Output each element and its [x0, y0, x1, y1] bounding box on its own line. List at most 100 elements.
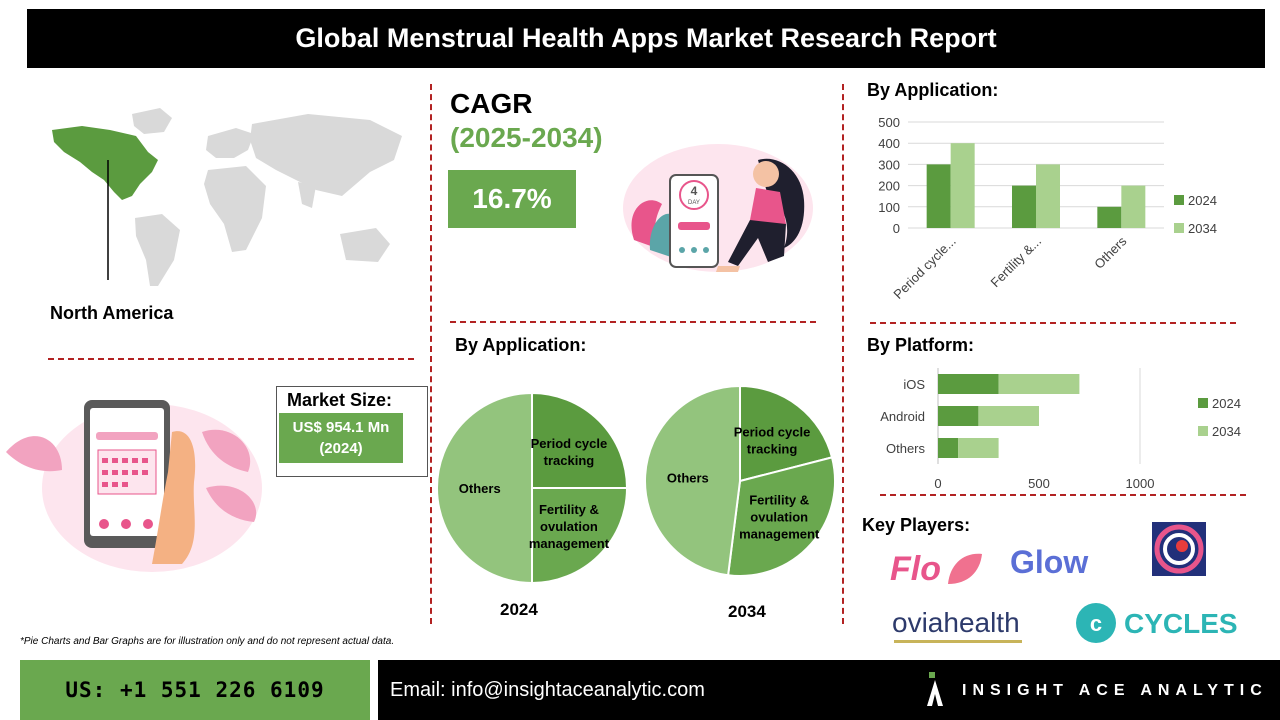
bar-app-legend-swatch: [1174, 223, 1184, 233]
map-india: [298, 182, 316, 208]
platform-bar-2034: [958, 438, 999, 458]
pie-chart-2024: Period cycle tracking Fertility & ovulation…: [436, 391, 629, 585]
phone-contact[interactable]: US: +1 551 226 6109: [20, 660, 370, 720]
email-bar: [378, 660, 1280, 720]
platform-xtick: 0: [934, 476, 941, 491]
bar-application-title: By Application:: [867, 80, 999, 100]
platform-bar-2034: [978, 406, 1039, 426]
cycles-logo: c CYCLES: [1076, 603, 1238, 643]
platform-ytick: Others: [886, 441, 926, 456]
bar-app-bar-2034: [1121, 185, 1146, 228]
woman-legs: [728, 220, 786, 266]
bar-app-bar-2034: [950, 143, 975, 228]
platform-bar-2024: [938, 374, 999, 394]
platform-ytick: iOS: [903, 377, 925, 392]
map-greenland: [132, 108, 172, 134]
pie-slice: [644, 384, 741, 577]
ovia-logo: oviahealth: [892, 607, 1022, 643]
bar-app-legend-label: 2034: [1188, 221, 1217, 236]
pie-chart-2034: Period cycle tracking Fertility & ovulation…: [644, 384, 836, 577]
pie-slice: [726, 456, 836, 577]
cagr-title: CAGR: [450, 88, 533, 119]
woman-phone-illustration: 4 DAY: [623, 144, 813, 272]
brand-logo-icon: [927, 672, 943, 706]
cycles-circle-icon: [1076, 603, 1116, 643]
pie-application-title: By Application:: [455, 335, 587, 355]
hand: [152, 431, 196, 564]
bar-app-ytick: 500: [878, 115, 900, 130]
bar-app-bar-2024: [926, 164, 951, 228]
pie-slice-label: Period cycle tracking: [734, 425, 811, 457]
divider-right: [842, 84, 844, 624]
market-size-label: Market Size:: [287, 390, 393, 410]
platform-legend-label: 2024: [1212, 396, 1241, 411]
pie-slice-label: Others: [459, 481, 501, 496]
bar-app-bar-2034: [1036, 164, 1060, 228]
pie-slice-label: Fertility & ovulation management: [739, 493, 820, 542]
map-asia: [250, 114, 402, 196]
platform-title: By Platform:: [867, 335, 975, 355]
flo-feather-icon: [948, 553, 982, 584]
world-map: [52, 108, 402, 286]
map-australia: [340, 228, 390, 262]
divider-cagr: [450, 321, 816, 323]
platform-bar-2034: [998, 374, 1080, 394]
pie-slice: [531, 487, 629, 585]
calendar-phone-illustration: [6, 400, 262, 572]
clue-logo: [1152, 522, 1206, 576]
bar-app-bar-2024: [1097, 206, 1122, 228]
divider-platform: [880, 494, 1246, 496]
bar-app-legend-label: 2024: [1188, 193, 1217, 208]
woman-body: [750, 188, 786, 230]
pie-slice-label: Fertility & ovulation management: [529, 502, 610, 551]
bar-app-ytick: 200: [878, 179, 900, 194]
cagr-years: (2025-2034): [450, 122, 603, 153]
platform-chart: iOS Android Others 0 500 1000 2024 2034: [880, 368, 1241, 491]
email-contact[interactable]: Email: info@insightaceanalytic.com: [390, 679, 705, 701]
platform-bar-2024: [938, 406, 979, 426]
brand-name: INSIGHT ACE ANALYTIC: [962, 682, 1268, 699]
platform-bar-2024: [938, 438, 959, 458]
bar-app-xtick: Fertility &...: [988, 234, 1045, 291]
glow-logo: Glow: [1010, 544, 1088, 580]
platform-ytick: Android: [880, 409, 925, 424]
bar-app-bar-2024: [1012, 185, 1036, 228]
bar-app-xtick: Period cycle...: [890, 234, 958, 302]
calendar-day-label: DAY: [688, 200, 700, 206]
pie-slice: [739, 384, 834, 483]
divider-bar-app: [870, 322, 1236, 324]
platform-legend-swatch: [1198, 426, 1208, 436]
map-south-america: [135, 214, 180, 286]
market-size-value-line2: (2024): [319, 440, 363, 457]
svg-text:Flo: Flo: [890, 550, 941, 588]
woman-head: [753, 161, 779, 187]
bar-app-ytick: 400: [878, 136, 900, 151]
clue-dot-icon: [1176, 540, 1188, 552]
bar-app-ytick: 300: [878, 157, 900, 172]
bar-app-ytick: 100: [878, 200, 900, 215]
platform-xtick: 500: [1028, 476, 1050, 491]
key-players-title: Key Players:: [862, 515, 971, 535]
bar-app-ytick: 0: [893, 221, 900, 236]
footnote: *Pie Charts and Bar Graphs are for illus…: [20, 636, 395, 647]
map-north-america: [52, 126, 158, 200]
calendar-day-number: 4: [691, 184, 698, 198]
platform-xtick: 1000: [1126, 476, 1155, 491]
map-africa: [204, 166, 266, 252]
pie-year-2024: 2024: [500, 600, 538, 619]
bar-app-xtick: Others: [1091, 233, 1130, 272]
region-label: North America: [50, 303, 174, 323]
flo-logo: Flo: [890, 550, 982, 588]
pie-slice: [531, 391, 629, 489]
map-europe: [206, 128, 254, 158]
svg-text:oviahealth: oviahealth: [892, 607, 1020, 638]
platform-legend-swatch: [1198, 398, 1208, 408]
svg-text:c: c: [1090, 611, 1102, 636]
pie-slice-label: Others: [667, 471, 709, 486]
bar-application-chart: 0 100 200 300 400 500 Period cycle... Fertility…: [878, 115, 1217, 302]
cagr-value: 16.7%: [448, 170, 576, 228]
svg-text:CYCLES: CYCLES: [1124, 608, 1238, 639]
svg-text:Glow: Glow: [1010, 544, 1088, 580]
market-size-value: US$ 954.1 Mn (2024): [279, 413, 403, 463]
divider-left: [430, 84, 432, 624]
